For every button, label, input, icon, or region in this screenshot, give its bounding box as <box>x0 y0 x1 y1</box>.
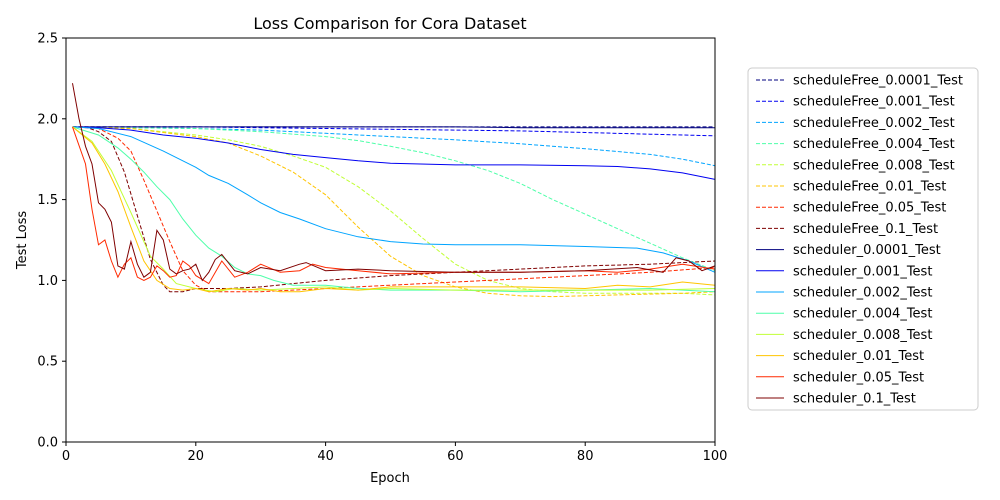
legend: scheduleFree_0.0001_Test scheduleFree_0.0… <box>747 67 979 411</box>
legend-label-10: scheduler_0.002_Test <box>793 286 932 301</box>
legend-label-0: scheduleFree_0.0001_Test <box>793 74 963 89</box>
legend-label-9: scheduler_0.001_Test <box>793 264 932 279</box>
legend-label-12: scheduler_0.008_Test <box>793 328 932 343</box>
y-tick-label: 1.5 <box>37 193 58 208</box>
series-line-9 <box>72 126 716 180</box>
series-line-8 <box>72 126 715 129</box>
legend-label-14: scheduler_0.05_Test <box>793 370 924 385</box>
y-tick-label: 2.0 <box>37 112 58 127</box>
legend-label-2: scheduleFree_0.002_Test <box>793 116 955 131</box>
x-tick-label: 80 <box>577 449 594 464</box>
y-axis-label: Test Loss <box>15 211 30 270</box>
y-tick-label: 1.0 <box>37 274 58 289</box>
y-axis: 0.0 0.5 1.0 1.5 2.0 2.5 <box>37 32 66 451</box>
legend-label-6: scheduleFree_0.05_Test <box>793 201 946 216</box>
legend-label-1: scheduleFree_0.001_Test <box>793 95 955 110</box>
x-tick-label: 0 <box>62 449 70 464</box>
legend-label-3: scheduleFree_0.004_Test <box>793 137 955 152</box>
x-tick-label: 40 <box>317 449 334 464</box>
plot-lines <box>72 83 716 298</box>
series-line-3 <box>72 126 716 272</box>
chart-title: Loss Comparison for Cora Dataset <box>253 14 526 33</box>
series-line-14 <box>72 126 716 285</box>
y-tick-label: 0.0 <box>37 436 58 451</box>
series-line-15 <box>72 83 716 282</box>
y-tick-label: 0.5 <box>37 355 58 370</box>
series-line-10 <box>72 126 716 273</box>
x-tick-label: 100 <box>703 449 728 464</box>
legend-label-13: scheduler_0.01_Test <box>793 349 924 364</box>
plot-frame <box>65 37 716 443</box>
x-axis-label: Epoch <box>370 471 410 486</box>
y-tick-label: 2.5 <box>37 32 58 47</box>
series-line-13 <box>72 126 716 293</box>
x-tick-label: 60 <box>447 449 464 464</box>
legend-label-5: scheduleFree_0.01_Test <box>793 180 946 195</box>
legend-label-7: scheduleFree_0.1_Test <box>793 222 938 237</box>
series-line-4 <box>72 126 716 296</box>
series-line-12 <box>72 126 716 293</box>
legend-frame <box>747 67 979 411</box>
legend-label-11: scheduler_0.004_Test <box>793 307 932 322</box>
series-line-1 <box>72 126 716 137</box>
legend-label-8: scheduler_0.0001_Test <box>793 243 941 258</box>
legend-label-4: scheduleFree_0.008_Test <box>793 158 955 173</box>
x-axis: 0 20 40 60 80 100 <box>62 442 728 464</box>
series-line-2 <box>72 126 716 167</box>
x-tick-label: 20 <box>188 449 205 464</box>
legend-label-15: scheduler_0.1_Test <box>793 392 916 407</box>
